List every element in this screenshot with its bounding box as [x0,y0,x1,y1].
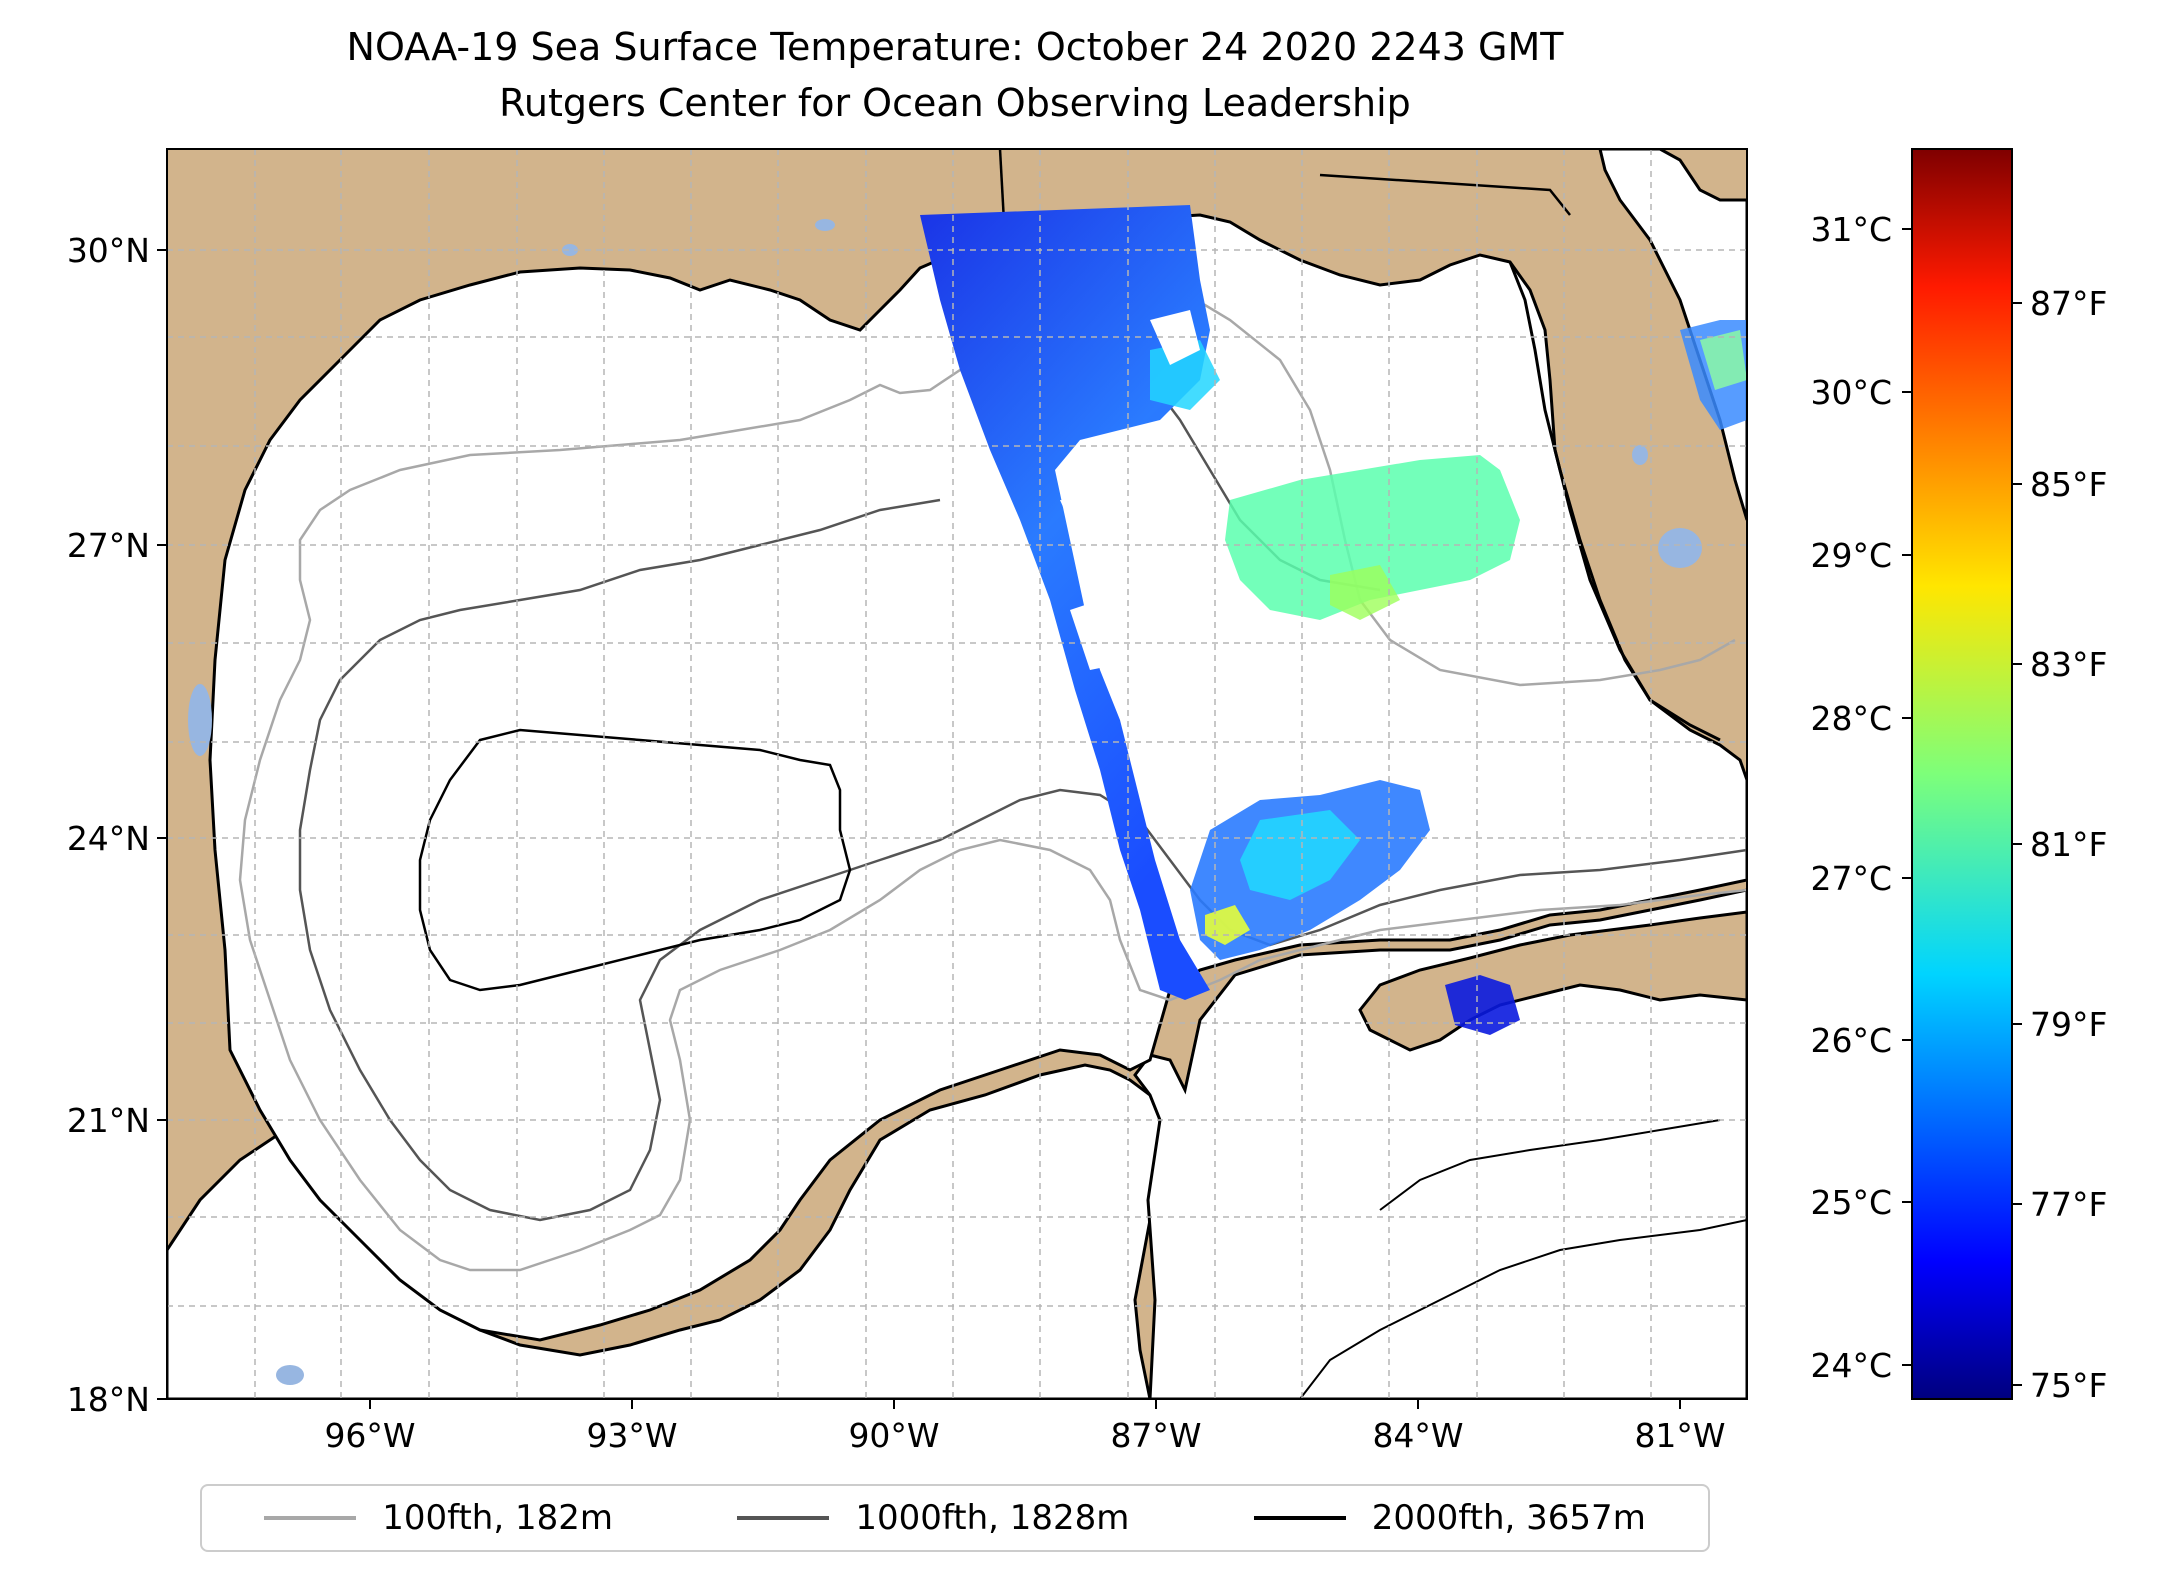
colorbar [1911,148,2013,1400]
colorbar-c-27: 27°C [1810,859,1892,898]
colorbar-f-79: 79°F [2030,1005,2107,1044]
lon-label-90: 90°W [848,1416,939,1455]
colorbar-f-83: 83°F [2030,645,2107,684]
colorbar-c-29: 29°C [1810,536,1892,575]
colorbar-c-26: 26°C [1810,1021,1892,1060]
lat-label-21: 21°N [67,1101,150,1140]
map-frame [166,148,1748,1400]
legend-item-2000fth: 2000fth, 3657m [1253,1498,1646,1538]
legend-line-100fth [264,1516,357,1520]
lat-label-27: 27°N [67,526,150,565]
colorbar-f-85: 85°F [2030,465,2107,504]
lat-label-24: 24°N [67,819,150,858]
colorbar-f-81: 81°F [2030,825,2107,864]
colorbar-c-31: 31°C [1810,210,1892,249]
legend-line-1000fth [737,1516,830,1520]
legend-label-1000fth: 1000fth, 1828m [855,1498,1130,1538]
colorbar-f-77: 77°F [2030,1185,2107,1224]
sst-swath [920,205,1747,1035]
colorbar-f-75: 75°F [2030,1366,2107,1405]
lat-label-18: 18°N [67,1380,150,1419]
chart-subtitle: Rutgers Center for Ocean Observing Leade… [499,81,1411,125]
chart-title: NOAA-19 Sea Surface Temperature: October… [346,25,1564,69]
legend-label-2000fth: 2000fth, 3657m [1371,1498,1646,1538]
colorbar-c-28: 28°C [1810,699,1892,738]
lon-label-96: 96°W [324,1416,415,1455]
legend: 100fth, 182m 1000fth, 1828m 2000fth, 365… [200,1484,1710,1552]
legend-item-1000fth: 1000fth, 1828m [737,1498,1129,1538]
legend-line-2000fth [1253,1516,1346,1520]
colorbar-c-25: 25°C [1810,1183,1892,1222]
lon-label-87: 87°W [1110,1416,1201,1455]
lake-okeechobee [1658,528,1702,568]
lon-label-81: 81°W [1634,1416,1725,1455]
legend-label-100fth: 100fth, 182m [382,1498,613,1538]
legend-item-100fth: 100fth, 182m [264,1498,613,1538]
colorbar-f-87: 87°F [2030,284,2107,323]
lon-label-93: 93°W [586,1416,677,1455]
lat-label-30: 30°N [67,231,150,270]
colorbar-c-30: 30°C [1810,373,1892,412]
lon-label-84: 84°W [1372,1416,1463,1455]
map-area [167,149,1747,1399]
contour-2000fth [418,728,852,992]
colorbar-c-24: 24°C [1810,1346,1892,1385]
